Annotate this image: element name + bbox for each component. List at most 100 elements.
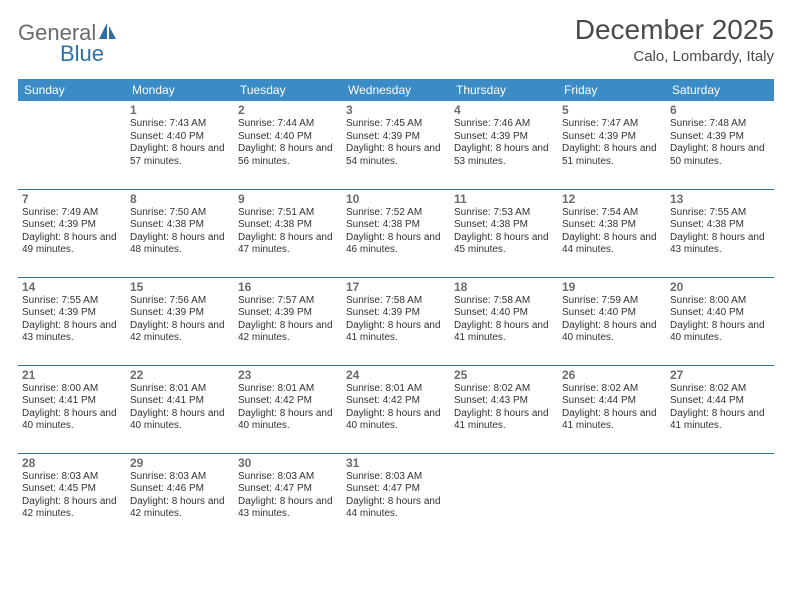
day-cell: 4Sunrise: 7:46 AMSunset: 4:39 PMDaylight… [450, 101, 558, 189]
day-cell: 30Sunrise: 8:03 AMSunset: 4:47 PMDayligh… [234, 453, 342, 541]
day-info: Sunrise: 7:43 AMSunset: 4:40 PMDaylight:… [130, 118, 230, 168]
daylight-label: Daylight: [130, 143, 169, 154]
daylight-label: Daylight: [562, 143, 601, 154]
sunrise-value: 8:03 AM [385, 471, 422, 482]
day-number: 1 [130, 103, 230, 117]
day-cell: 10Sunrise: 7:52 AMSunset: 4:38 PMDayligh… [342, 189, 450, 277]
sunrise-value: 7:57 AM [277, 295, 314, 306]
sunrise-value: 7:47 AM [601, 118, 638, 129]
sunset-label: Sunset: [22, 483, 56, 494]
day-info: Sunrise: 7:49 AMSunset: 4:39 PMDaylight:… [22, 207, 122, 257]
day-info: Sunrise: 7:55 AMSunset: 4:38 PMDaylight:… [670, 207, 770, 257]
sunrise-label: Sunrise: [454, 295, 491, 306]
day-cell: 1Sunrise: 7:43 AMSunset: 4:40 PMDaylight… [126, 101, 234, 189]
dow-sunday: Sunday [18, 79, 126, 101]
day-cell: 24Sunrise: 8:01 AMSunset: 4:42 PMDayligh… [342, 365, 450, 453]
sunset-label: Sunset: [562, 219, 596, 230]
sunset-value: 4:39 PM [167, 307, 204, 318]
day-cell: 6Sunrise: 7:48 AMSunset: 4:39 PMDaylight… [666, 101, 774, 189]
daylight-label: Daylight: [454, 143, 493, 154]
daylight-label: Daylight: [454, 320, 493, 331]
sunset-value: 4:47 PM [275, 483, 312, 494]
day-number: 19 [562, 280, 662, 294]
daylight-label: Daylight: [346, 143, 385, 154]
sunset-value: 4:38 PM [707, 219, 744, 230]
day-number: 23 [238, 368, 338, 382]
sunrise-value: 7:51 AM [277, 207, 314, 218]
day-cell: 28Sunrise: 8:03 AMSunset: 4:45 PMDayligh… [18, 453, 126, 541]
sunrise-label: Sunrise: [22, 383, 59, 394]
sunrise-value: 7:49 AM [61, 207, 98, 218]
sunset-value: 4:41 PM [167, 395, 204, 406]
sunrise-label: Sunrise: [22, 295, 59, 306]
daylight-label: Daylight: [346, 232, 385, 243]
sunset-label: Sunset: [670, 307, 704, 318]
sunrise-value: 8:02 AM [601, 383, 638, 394]
day-cell: 5Sunrise: 7:47 AMSunset: 4:39 PMDaylight… [558, 101, 666, 189]
sunset-label: Sunset: [346, 483, 380, 494]
day-number: 31 [346, 456, 446, 470]
daylight-label: Daylight: [130, 320, 169, 331]
day-number: 10 [346, 192, 446, 206]
daylight-label: Daylight: [562, 232, 601, 243]
week-row: 28Sunrise: 8:03 AMSunset: 4:45 PMDayligh… [18, 453, 774, 541]
sunset-value: 4:40 PM [599, 307, 636, 318]
day-info: Sunrise: 7:46 AMSunset: 4:39 PMDaylight:… [454, 118, 554, 168]
day-cell: 20Sunrise: 8:00 AMSunset: 4:40 PMDayligh… [666, 277, 774, 365]
sunset-value: 4:44 PM [707, 395, 744, 406]
dow-tuesday: Tuesday [234, 79, 342, 101]
day-cell: 8Sunrise: 7:50 AMSunset: 4:38 PMDaylight… [126, 189, 234, 277]
day-number: 13 [670, 192, 770, 206]
day-cell: 29Sunrise: 8:03 AMSunset: 4:46 PMDayligh… [126, 453, 234, 541]
sunset-label: Sunset: [238, 219, 272, 230]
sunrise-value: 7:59 AM [601, 295, 638, 306]
day-info: Sunrise: 7:51 AMSunset: 4:38 PMDaylight:… [238, 207, 338, 257]
daylight-label: Daylight: [238, 143, 277, 154]
sunset-value: 4:38 PM [275, 219, 312, 230]
sunset-value: 4:40 PM [491, 307, 528, 318]
daylight-label: Daylight: [454, 232, 493, 243]
day-number: 26 [562, 368, 662, 382]
day-cell [18, 101, 126, 189]
sunrise-label: Sunrise: [130, 118, 167, 129]
sunrise-value: 8:01 AM [169, 383, 206, 394]
sunrise-label: Sunrise: [562, 295, 599, 306]
day-number: 6 [670, 103, 770, 117]
sunset-label: Sunset: [22, 395, 56, 406]
sunrise-value: 7:55 AM [61, 295, 98, 306]
day-cell [450, 453, 558, 541]
sunrise-value: 7:54 AM [601, 207, 638, 218]
day-info: Sunrise: 7:50 AMSunset: 4:38 PMDaylight:… [130, 207, 230, 257]
sunset-value: 4:45 PM [59, 483, 96, 494]
sunrise-value: 8:00 AM [61, 383, 98, 394]
sunrise-value: 8:01 AM [385, 383, 422, 394]
sunrise-label: Sunrise: [238, 295, 275, 306]
day-cell [558, 453, 666, 541]
day-number: 25 [454, 368, 554, 382]
sunset-value: 4:40 PM [275, 131, 312, 142]
day-info: Sunrise: 8:02 AMSunset: 4:43 PMDaylight:… [454, 383, 554, 433]
sunset-value: 4:41 PM [59, 395, 96, 406]
daylight-label: Daylight: [22, 320, 61, 331]
sunrise-value: 8:03 AM [277, 471, 314, 482]
day-number: 27 [670, 368, 770, 382]
sunrise-value: 7:58 AM [385, 295, 422, 306]
daylight-label: Daylight: [130, 232, 169, 243]
day-number: 20 [670, 280, 770, 294]
sunset-value: 4:38 PM [167, 219, 204, 230]
day-number: 5 [562, 103, 662, 117]
day-cell: 17Sunrise: 7:58 AMSunset: 4:39 PMDayligh… [342, 277, 450, 365]
sunset-value: 4:39 PM [383, 131, 420, 142]
day-number: 4 [454, 103, 554, 117]
dow-wednesday: Wednesday [342, 79, 450, 101]
day-info: Sunrise: 7:58 AMSunset: 4:39 PMDaylight:… [346, 295, 446, 345]
sunrise-label: Sunrise: [346, 118, 383, 129]
sunset-label: Sunset: [130, 307, 164, 318]
sunset-value: 4:42 PM [275, 395, 312, 406]
sunrise-label: Sunrise: [562, 207, 599, 218]
daylight-label: Daylight: [562, 408, 601, 419]
sunset-label: Sunset: [346, 131, 380, 142]
daylight-label: Daylight: [670, 320, 709, 331]
sunrise-label: Sunrise: [130, 295, 167, 306]
daylight-label: Daylight: [346, 408, 385, 419]
